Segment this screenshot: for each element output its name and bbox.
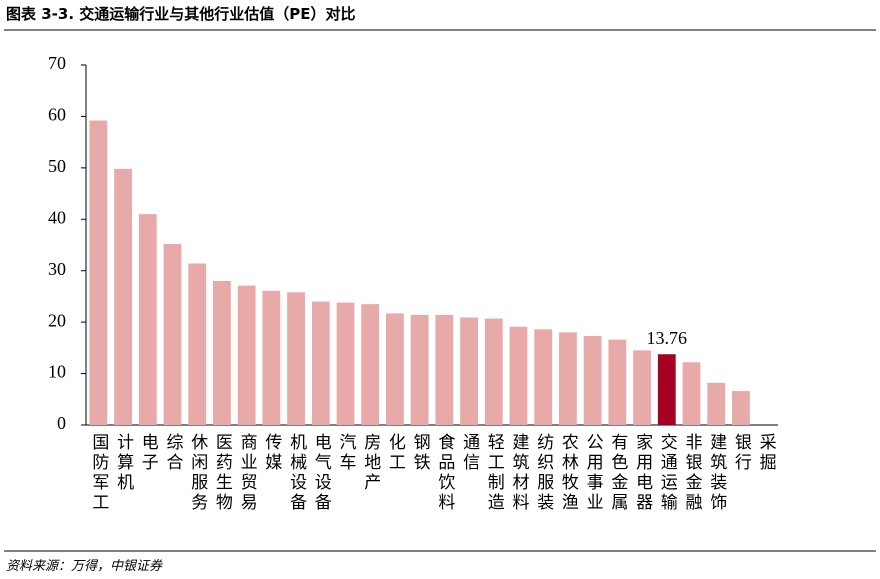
x-tick-label: 化工	[385, 433, 406, 473]
x-tick-label: 电子	[138, 433, 159, 473]
x-tick-label: 交通运输	[657, 433, 678, 513]
x-tick-label: 汽车	[336, 433, 357, 473]
bar	[361, 304, 380, 425]
bar	[509, 326, 528, 425]
bar	[707, 382, 726, 425]
y-tick-label: 40	[48, 207, 66, 227]
bar	[732, 391, 750, 425]
x-tick-label: 有色金属	[607, 433, 628, 513]
x-tick-label: 通信	[459, 433, 480, 473]
x-tick-label: 机械设备	[286, 433, 307, 513]
x-tick-label: 综合	[163, 433, 184, 473]
bar	[682, 362, 701, 425]
value-label: 13.76	[647, 328, 688, 348]
y-tick-label: 60	[48, 105, 66, 125]
bar	[534, 329, 553, 425]
x-tick-label: 银行	[731, 433, 752, 473]
bar	[262, 290, 281, 425]
bar	[484, 318, 503, 425]
x-tick-label: 食品饮料	[434, 433, 455, 513]
bar	[89, 120, 108, 426]
x-tick-label: 轻工制造	[484, 433, 505, 513]
x-tick-label: 商业贸易	[237, 433, 258, 513]
x-tick-label: 非银金融	[682, 433, 703, 513]
x-tick-label: 建筑装饰	[706, 433, 727, 513]
bar	[435, 314, 454, 425]
bar	[633, 350, 651, 425]
y-tick-label: 0	[57, 413, 66, 433]
y-tick-label: 10	[48, 362, 66, 382]
bar	[410, 314, 429, 425]
x-tick-label: 纺织服装	[533, 433, 554, 513]
bar	[460, 317, 478, 425]
chart-title: 图表 3-3. 交通运输行业与其他行业估值（PE）对比	[6, 5, 356, 23]
bar	[163, 243, 182, 425]
bar	[608, 339, 627, 425]
x-tick-label: 电气设备	[311, 433, 332, 513]
x-tick-label: 家用电器	[632, 433, 653, 513]
source-note: 资料来源：万得，中银证券	[6, 559, 163, 574]
y-tick-label: 70	[48, 53, 66, 73]
y-tick-label: 30	[48, 259, 66, 279]
bar	[287, 292, 305, 425]
x-tick-label: 计算机	[113, 433, 134, 493]
x-tick-label: 房地产	[360, 433, 381, 493]
x-tick-label: 国防军工	[88, 433, 109, 513]
bar	[386, 313, 404, 425]
x-tick-label: 传媒	[261, 433, 282, 473]
bar	[114, 168, 132, 425]
x-tick-label: 休闲服务	[187, 433, 208, 513]
bar	[188, 263, 207, 425]
x-tick-label: 农林牧渔	[558, 433, 579, 513]
bar	[237, 285, 256, 425]
bar	[336, 302, 355, 425]
x-tick-label: 医药生物	[212, 433, 233, 513]
x-tick-label: 公用事业	[583, 433, 604, 513]
y-tick-label: 20	[48, 310, 66, 330]
bar	[559, 332, 577, 425]
bar	[213, 281, 231, 425]
bar	[311, 301, 330, 425]
x-tick-label: 建筑材料	[509, 433, 530, 513]
y-tick-label: 50	[48, 156, 66, 176]
bar	[657, 354, 676, 425]
bar	[138, 214, 157, 425]
x-tick-label: 采掘	[756, 433, 777, 473]
bar	[583, 336, 602, 425]
x-tick-label: 钢铁	[410, 433, 431, 473]
